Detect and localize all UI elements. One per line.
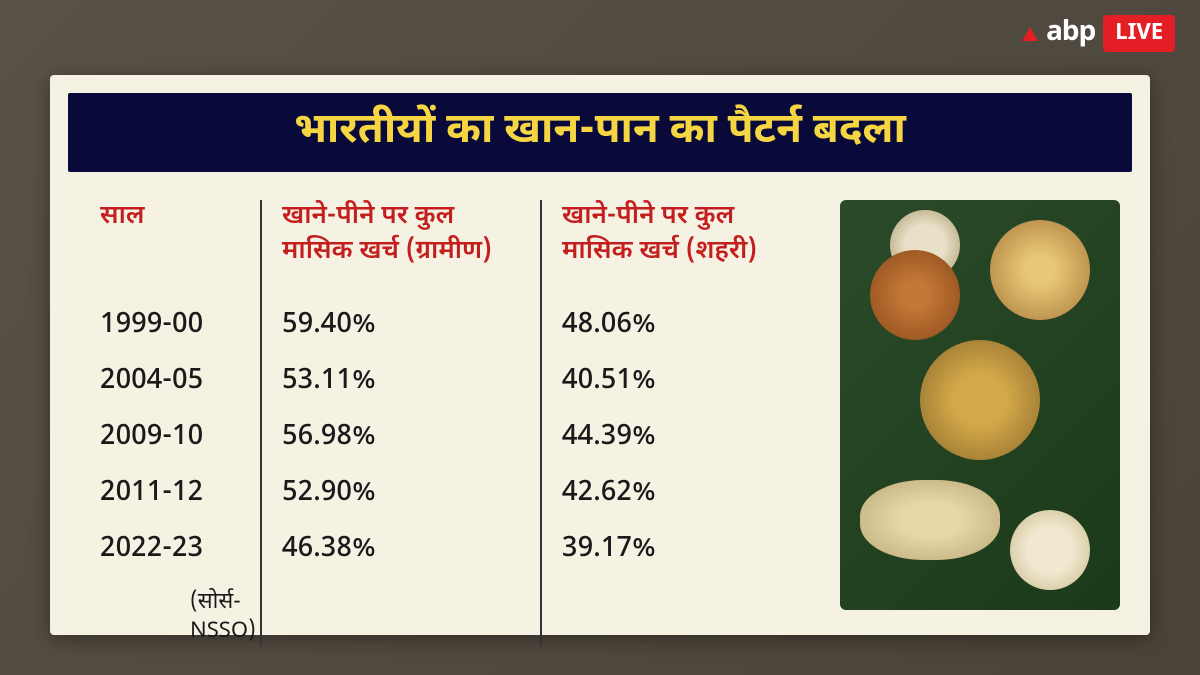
table-cell: 53.11% [282, 354, 520, 410]
table-cell: 40.51% [562, 354, 800, 410]
table-cell: 2004-05 [100, 354, 240, 410]
data-table: साल 1999-00 2004-05 2009-10 2011-12 2022… [80, 200, 820, 646]
table-cell: 52.90% [282, 466, 520, 522]
table-cell: 1999-00 [100, 298, 240, 354]
infographic-title: भारतीयों का खान-पान का पैटर्न बदला [68, 93, 1132, 172]
food-illustration [840, 200, 1120, 610]
column-header-urban: खाने-पीने पर कुल मासिक खर्च (शहरी) [562, 200, 800, 280]
table-cell: 2011-12 [100, 466, 240, 522]
rural-column: खाने-पीने पर कुल मासिक खर्च (ग्रामीण) 59… [260, 200, 540, 646]
logo-live-badge: LIVE [1103, 15, 1175, 52]
infographic-card: भारतीयों का खान-पान का पैटर्न बदला साल 1… [50, 75, 1150, 635]
table-cell: 39.17% [562, 522, 800, 578]
content-area: साल 1999-00 2004-05 2009-10 2011-12 2022… [50, 190, 1150, 666]
table-cell: 48.06% [562, 298, 800, 354]
food-bowl-icon [1010, 510, 1090, 590]
logo-triangle-icon [1022, 27, 1038, 41]
food-bowl-icon [870, 250, 960, 340]
food-bowl-icon [920, 340, 1040, 460]
table-cell: 46.38% [282, 522, 520, 578]
logo-brand: abp [1046, 16, 1095, 52]
urban-column: खाने-पीने पर कुल मासिक खर्च (शहरी) 48.06… [540, 200, 820, 646]
table-cell: 44.39% [562, 410, 800, 466]
table-cell: 59.40% [282, 298, 520, 354]
data-source: (सोर्स- NSSO) [100, 588, 240, 646]
column-header-year: साल [100, 200, 240, 280]
food-plate-icon [860, 480, 1000, 560]
food-bowl-icon [990, 220, 1090, 320]
table-cell: 56.98% [282, 410, 520, 466]
table-cell: 42.62% [562, 466, 800, 522]
table-cell: 2022-23 [100, 522, 240, 578]
year-column: साल 1999-00 2004-05 2009-10 2011-12 2022… [80, 200, 260, 646]
broadcaster-logo: abp LIVE [1022, 15, 1175, 52]
column-header-rural: खाने-पीने पर कुल मासिक खर्च (ग्रामीण) [282, 200, 520, 280]
table-cell: 2009-10 [100, 410, 240, 466]
